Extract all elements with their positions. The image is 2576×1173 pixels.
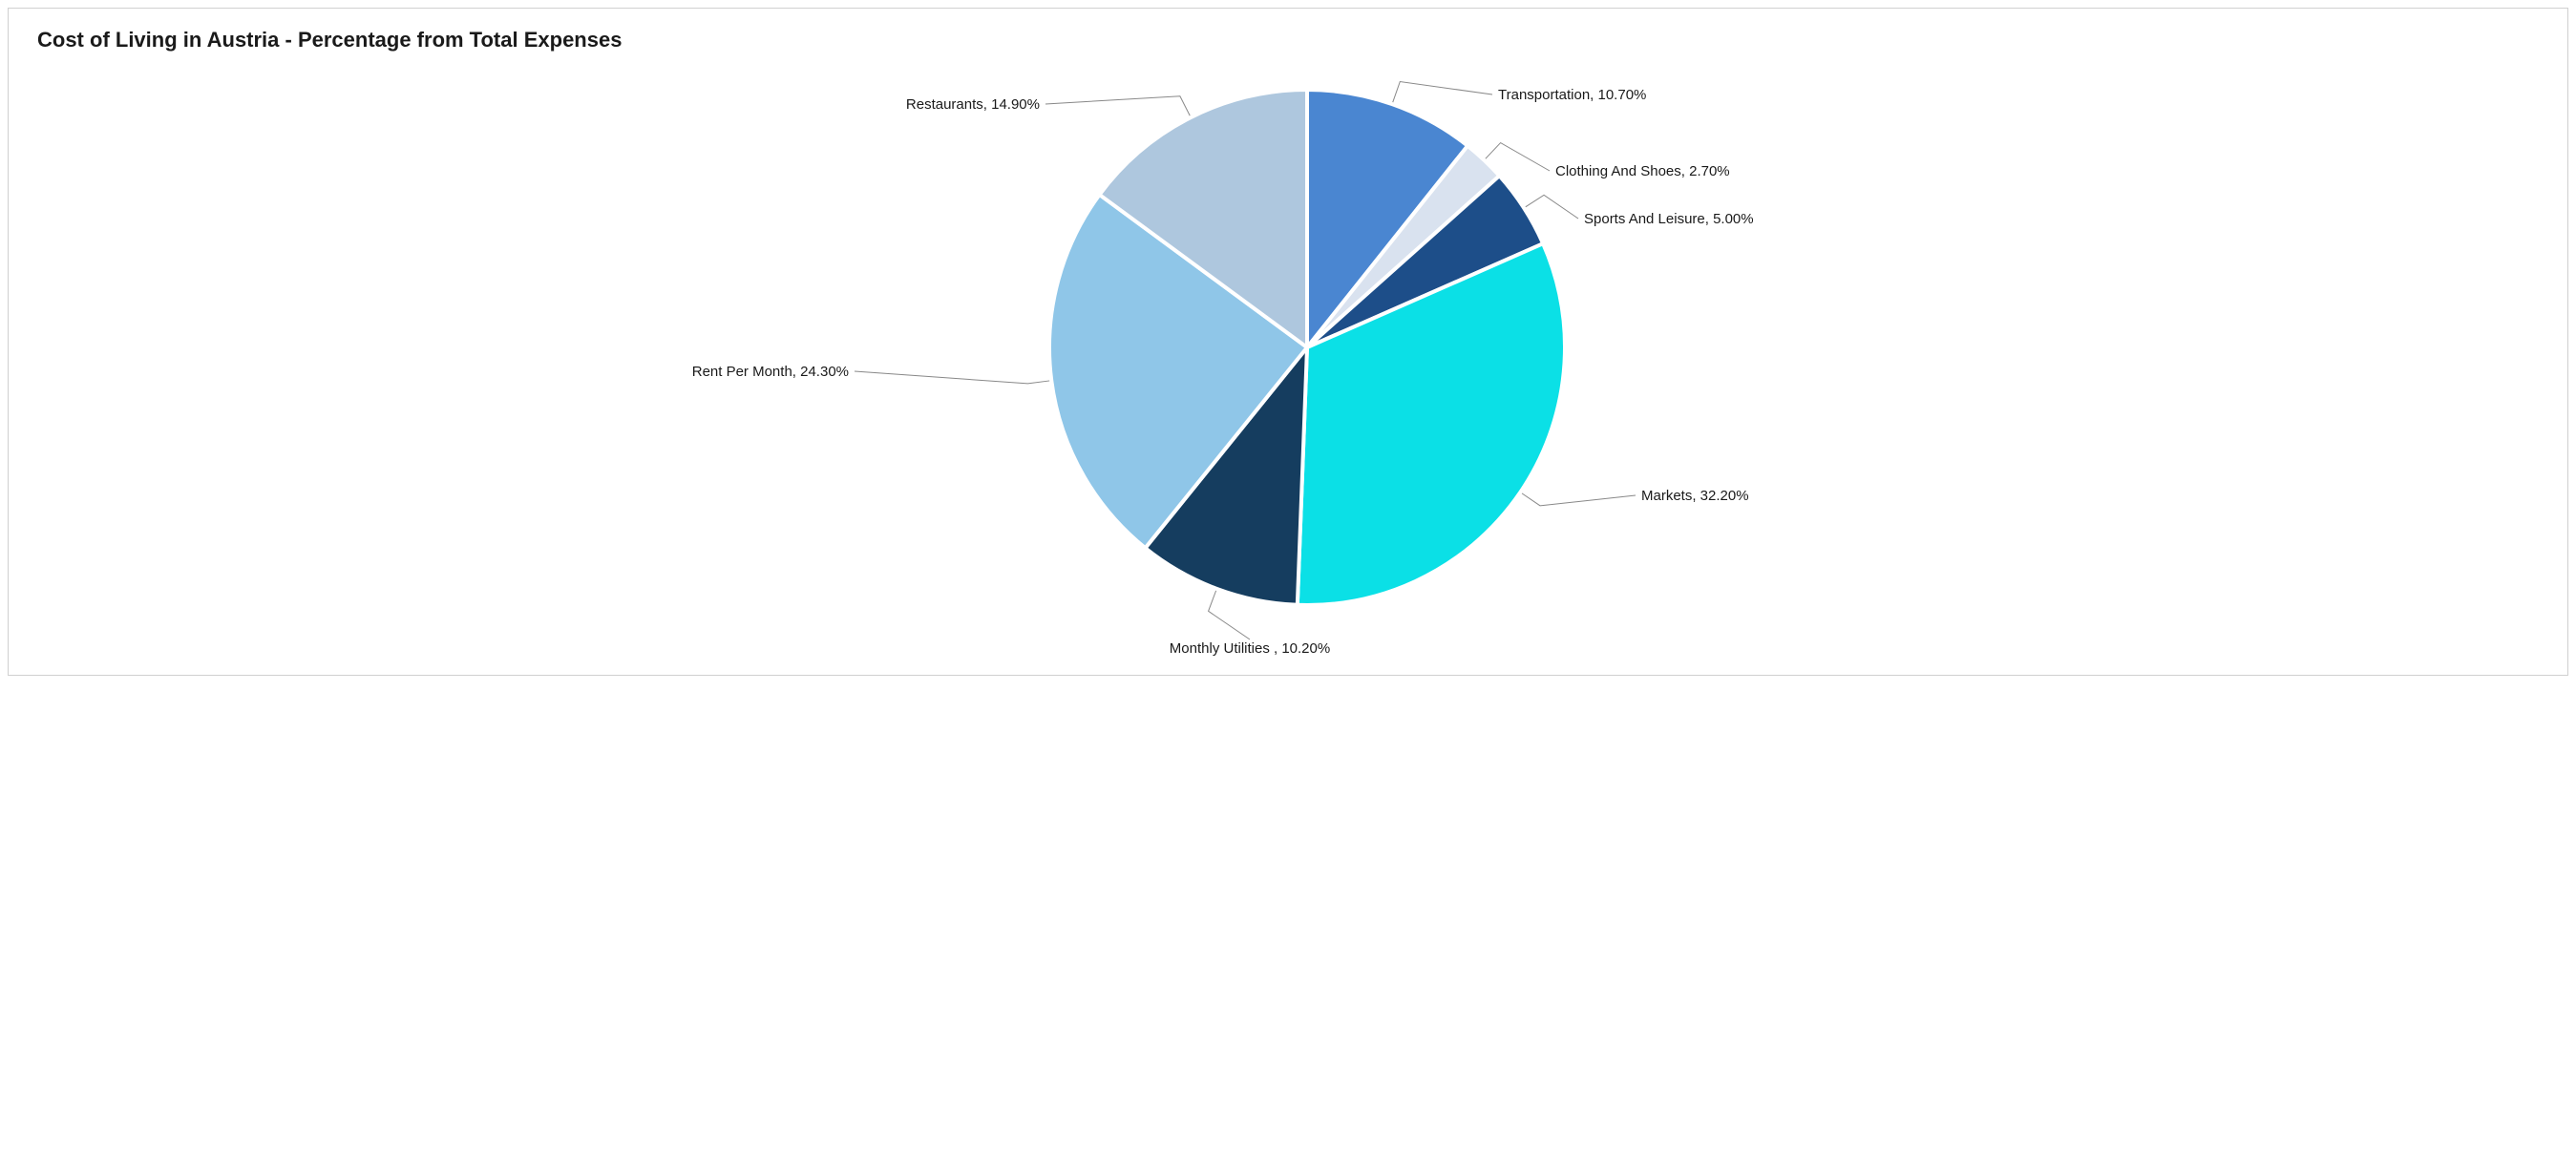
slice-label-restaurants: Restaurants, 14.90% [906,96,1040,113]
slice-label-transportation: Transportation, 10.70% [1498,87,1646,103]
chart-body: Transportation, 10.70% Clothing And Shoes… [37,62,2539,652]
leader-line [1393,82,1492,103]
slice-label-markets: Markets, 32.20% [1641,488,1749,504]
chart-title: Cost of Living in Austria - Percentage f… [37,28,2539,52]
leader-line [855,371,1049,384]
slice-label-monthly-utilities: Monthly Utilities , 10.20% [1170,640,1330,657]
leader-line [1526,195,1578,219]
pie-chart: Transportation, 10.70% Clothing And Shoes… [620,52,1956,662]
slice-label-sports-and-leisure: Sports And Leisure, 5.00% [1584,211,1754,227]
leader-line [1522,493,1636,506]
leader-line [1486,143,1550,171]
slice-label-clothing-and-shoes: Clothing And Shoes, 2.70% [1555,163,1730,179]
leader-line [1045,96,1190,116]
chart-container: Cost of Living in Austria - Percentage f… [8,8,2568,676]
slice-label-rent-per-month: Rent Per Month, 24.30% [692,364,849,380]
